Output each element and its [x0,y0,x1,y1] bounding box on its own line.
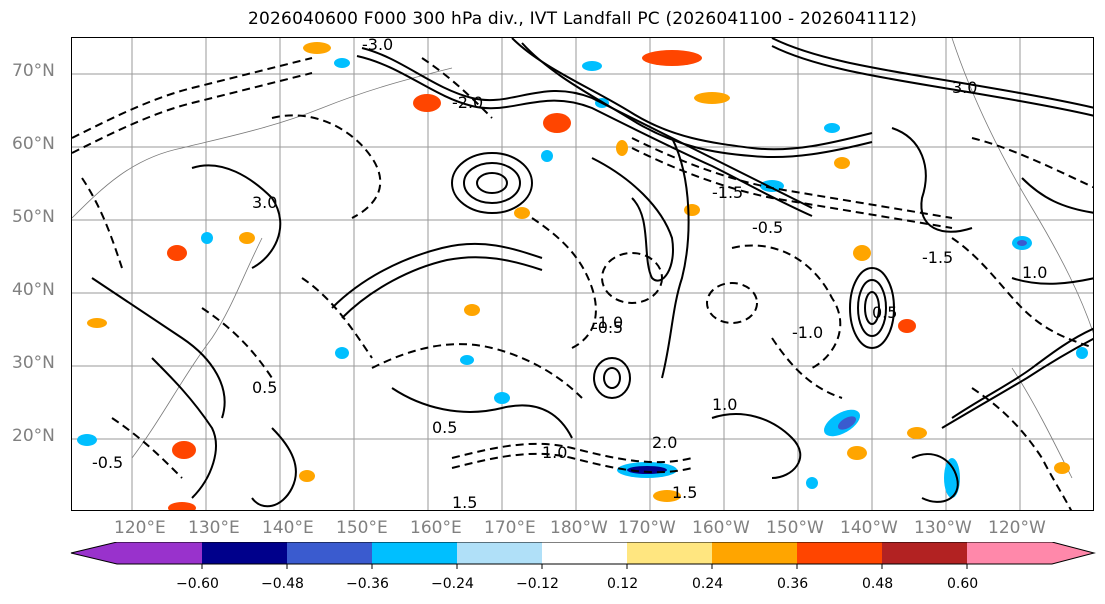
contour-label: -0.5 [752,218,783,237]
contour-label: -1.0 [592,313,623,332]
colorbar-segment [882,542,967,564]
colorbar-ticks [201,564,968,569]
lon-label: 140°E [262,518,314,538]
lat-label: 20°N [12,426,55,446]
lon-label: 170°E [484,518,536,538]
contour-label: 1.0 [1022,263,1047,282]
contour-label: -0.5 [592,318,623,337]
colorbar-tick-label: 0.24 [692,576,724,592]
lon-label: 120°W [988,518,1046,538]
colorbar-segment [797,542,882,564]
lat-label: 60°N [12,134,55,154]
contour-label: 1.0 [712,395,737,414]
colorbar-segment [712,542,797,564]
contour-label: 0.5 [252,378,277,397]
graticule [72,38,1093,510]
lon-label: 130°E [188,518,240,538]
colorbar-segment [287,542,372,564]
lon-label: 170°W [618,518,676,538]
colorbar-segment [372,542,457,564]
map-plot-area: -3.0 -2.0 -1.5 -1.0 -0.5 0.5 1.0 1.5 3.0… [71,37,1094,511]
lat-label: 40°N [12,280,55,300]
contour-label: 3.0 [252,193,277,212]
colorbar-tick-label: 0.60 [947,576,979,592]
contour-label: 2.0 [652,433,677,452]
contour-label: -3.0 [362,38,393,54]
colorbar-tick-label: 0.48 [862,576,894,592]
colorbar-outline [70,541,1096,565]
colorbar-segment [542,542,627,564]
colorbar-tick-label: 0.12 [607,576,639,592]
colorbar-segment [202,542,287,564]
lat-label: 70°N [12,61,55,81]
colorbar-tick-label: −0.12 [516,576,559,592]
colorbar-segment [967,542,1052,564]
map-title: 2026040600 F000 300 hPa div., IVT Landfa… [248,9,917,29]
colorbar-tick-label: −0.48 [261,576,304,592]
lon-label: 150°W [766,518,824,538]
lat-label: 50°N [12,207,55,227]
contour-label: 1.5 [452,493,477,511]
contour-label: 3.0 [952,78,977,97]
contour-label: 1.0 [542,443,567,462]
colorbar-tick-label: −0.36 [346,576,389,592]
colorbar-tick-label: −0.24 [431,576,474,592]
contour-label: -2.0 [452,93,483,112]
colorbar-extend-low [71,542,117,564]
colorbar [0,541,1105,576]
lon-label: 160°E [410,518,462,538]
contour-label: 0.5 [872,303,897,322]
contour-label: -0.5 [92,453,123,472]
contour-label: -1.0 [792,323,823,342]
colorbar-extend-high [1052,542,1094,564]
colorbar-tick-label: 0.36 [777,576,809,592]
lon-label: 130°W [914,518,972,538]
contour-label: 1.5 [672,483,697,502]
lon-label: 120°E [114,518,166,538]
dashed-contours [72,57,1093,510]
contour-label: 0.5 [432,418,457,437]
colorbar-segment [117,542,202,564]
contour-label-group: -3.0 -2.0 -1.5 -1.0 -0.5 0.5 1.0 1.5 3.0… [92,38,1047,511]
divergence-shading [77,42,1088,510]
colorbar-svg [70,541,1096,569]
lon-label: 150°E [336,518,388,538]
lat-label: 30°N [12,353,55,373]
colorbar-tick-label: −0.60 [176,576,219,592]
lon-label: 180°W [550,518,608,538]
map-canvas: -3.0 -2.0 -1.5 -1.0 -0.5 0.5 1.0 1.5 3.0… [72,38,1093,511]
lon-label: 140°W [840,518,898,538]
contour-label: -1.5 [922,248,953,267]
lon-label: 160°W [692,518,750,538]
colorbar-segment [627,542,712,564]
colorbar-segment [457,542,542,564]
contour-label: -1.5 [712,183,743,202]
solid-contours [91,38,1093,508]
